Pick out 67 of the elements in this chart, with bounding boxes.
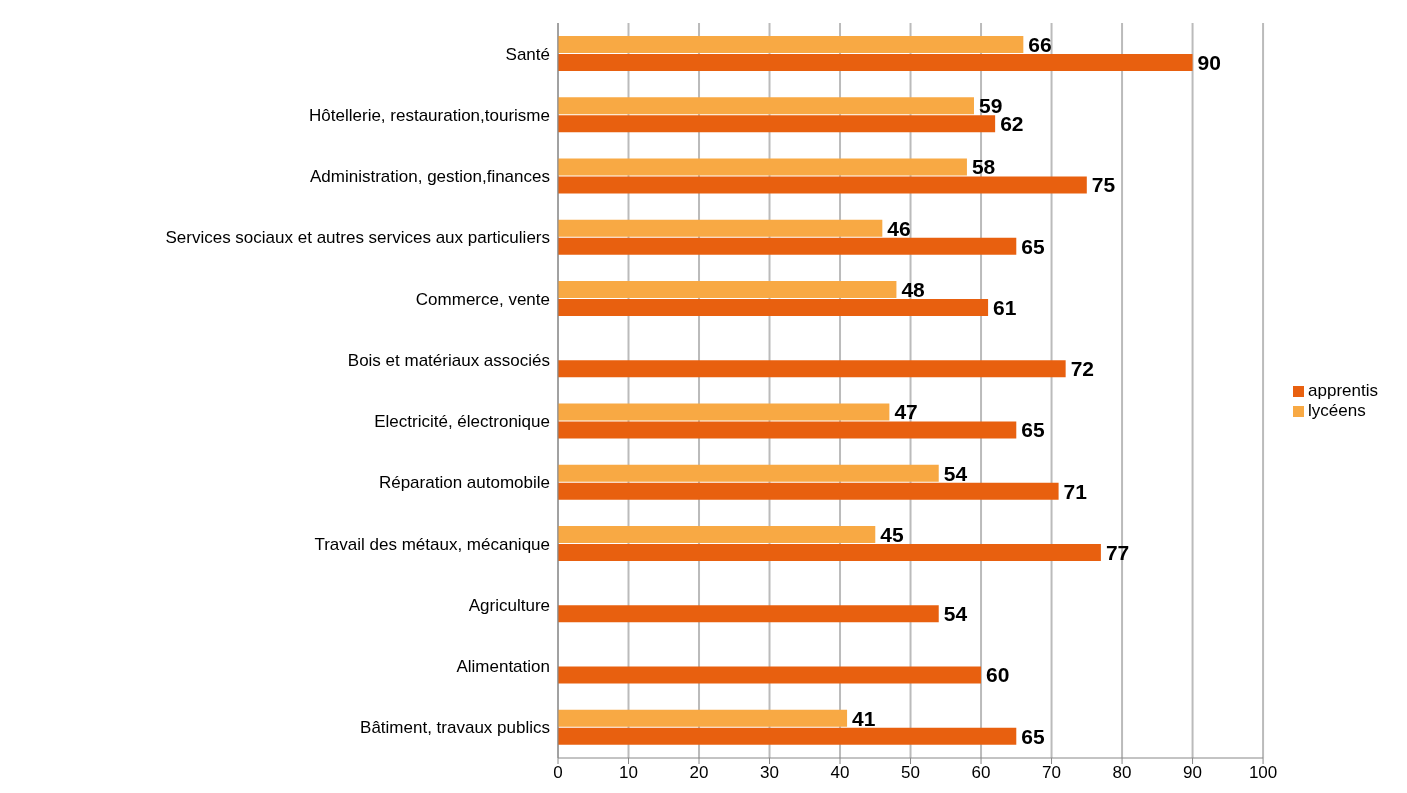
- bar: [558, 727, 1017, 745]
- data-label: 65: [1021, 724, 1045, 748]
- y-tick-label: Administration, gestion,finances: [309, 167, 550, 187]
- y-tick-label: Réparation automobile: [378, 473, 550, 493]
- legend-label: lycéens: [1308, 400, 1366, 420]
- y-tick-label: Commerce, vente: [415, 289, 550, 309]
- y-tick-label: Bois et matériaux associés: [347, 350, 550, 370]
- x-tick-label: 80: [1112, 763, 1132, 783]
- bar: [558, 709, 848, 727]
- bar: [558, 54, 1193, 71]
- data-label: 90: [1197, 50, 1221, 74]
- data-label: 54: [943, 461, 968, 485]
- bar: [558, 464, 939, 482]
- y-tick-label: Electricité, électronique: [374, 412, 550, 432]
- bar: [558, 97, 974, 115]
- data-label: 65: [1021, 418, 1045, 442]
- x-tick-label: 30: [760, 763, 779, 783]
- bar: [558, 219, 883, 237]
- legend-label: apprentis: [1308, 380, 1378, 400]
- bar: [558, 36, 1024, 53]
- data-label: 60: [986, 663, 1010, 687]
- bar: [558, 421, 1017, 439]
- y-tick-label: Services sociaux et autres services aux particuliers: [165, 228, 550, 248]
- bar: [558, 360, 1066, 378]
- bar: [558, 526, 876, 543]
- bar: [558, 281, 897, 298]
- y-tick-label: Agriculture: [468, 595, 550, 615]
- data-label: 41: [852, 706, 876, 730]
- bar: [558, 605, 939, 623]
- bar: [558, 544, 1101, 561]
- data-label: 66: [1028, 32, 1052, 56]
- bar: [558, 299, 989, 316]
- bar: [558, 237, 1017, 255]
- x-tick-label: 100: [1248, 763, 1278, 783]
- data-label: 45: [880, 522, 904, 546]
- data-label: 61: [993, 295, 1017, 319]
- y-tick-label: Travail des métaux, mécanique: [314, 534, 550, 554]
- data-label: 58: [971, 155, 996, 179]
- y-tick-label: Santé: [505, 44, 550, 64]
- x-tick-label: 20: [689, 763, 709, 783]
- y-tick-label: Alimentation: [456, 657, 550, 677]
- data-label: 75: [1091, 173, 1116, 197]
- data-label: 47: [894, 400, 918, 424]
- data-label: 59: [978, 94, 1003, 118]
- data-label: 65: [1021, 234, 1045, 258]
- x-tick-label: 70: [1042, 763, 1061, 783]
- data-label: 77: [1105, 540, 1130, 564]
- x-tick-label: 50: [901, 763, 920, 783]
- x-tick-label: 60: [971, 763, 991, 783]
- bar: [558, 115, 996, 133]
- data-label: 54: [943, 602, 968, 626]
- data-label: 71: [1063, 479, 1088, 503]
- y-tick-label: Bâtiment, travaux publics: [360, 718, 550, 738]
- bar: [558, 403, 890, 421]
- data-label: 48: [901, 277, 926, 301]
- x-tick-label: 90: [1183, 763, 1203, 783]
- x-tick-label: 10: [619, 763, 638, 783]
- bar: [558, 666, 982, 684]
- y-tick-label: Hôtellerie, restauration,tourisme: [309, 105, 550, 125]
- data-label: 62: [1000, 112, 1024, 136]
- data-label: 46: [887, 216, 911, 240]
- data-label: 72: [1070, 357, 1094, 381]
- x-tick-label: 0: [553, 763, 563, 783]
- bar: [558, 158, 967, 176]
- x-tick-label: 40: [830, 763, 850, 783]
- bar: [558, 482, 1059, 500]
- bar: [558, 176, 1087, 194]
